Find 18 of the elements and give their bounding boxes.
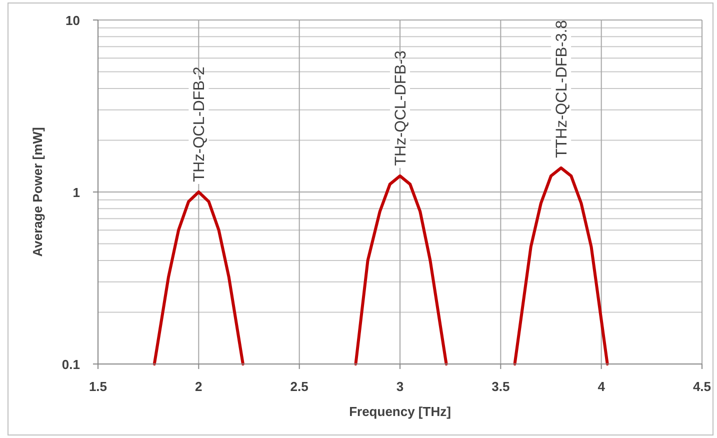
x-tick-label: 4.5 [692,379,712,394]
x-tick-label: 4 [598,379,606,394]
x-tick-label: 3 [396,379,404,394]
text: TTHz-QCL-DFB-3.8 [554,20,571,158]
x-tick-label: 2 [195,379,202,394]
x-axis-title: Frequency [THz] [349,404,451,419]
text: THz-QCL-DFB-2 [191,66,208,182]
line-series [354,174,448,366]
y-tick-label: 10 [66,13,80,28]
x-tick-label: 1.5 [88,379,108,394]
x-tick-label: 3.5 [492,379,510,394]
y-tick-label: 0.1 [62,357,80,372]
line-series [152,190,244,366]
x-tick-label: 2.5 [290,379,308,394]
y-tick-label: 1 [72,185,80,200]
line-series [513,166,609,366]
text: THz-QCL-DFB-3 [392,50,410,166]
y-axis-title: Average Power [mW] [30,127,45,257]
